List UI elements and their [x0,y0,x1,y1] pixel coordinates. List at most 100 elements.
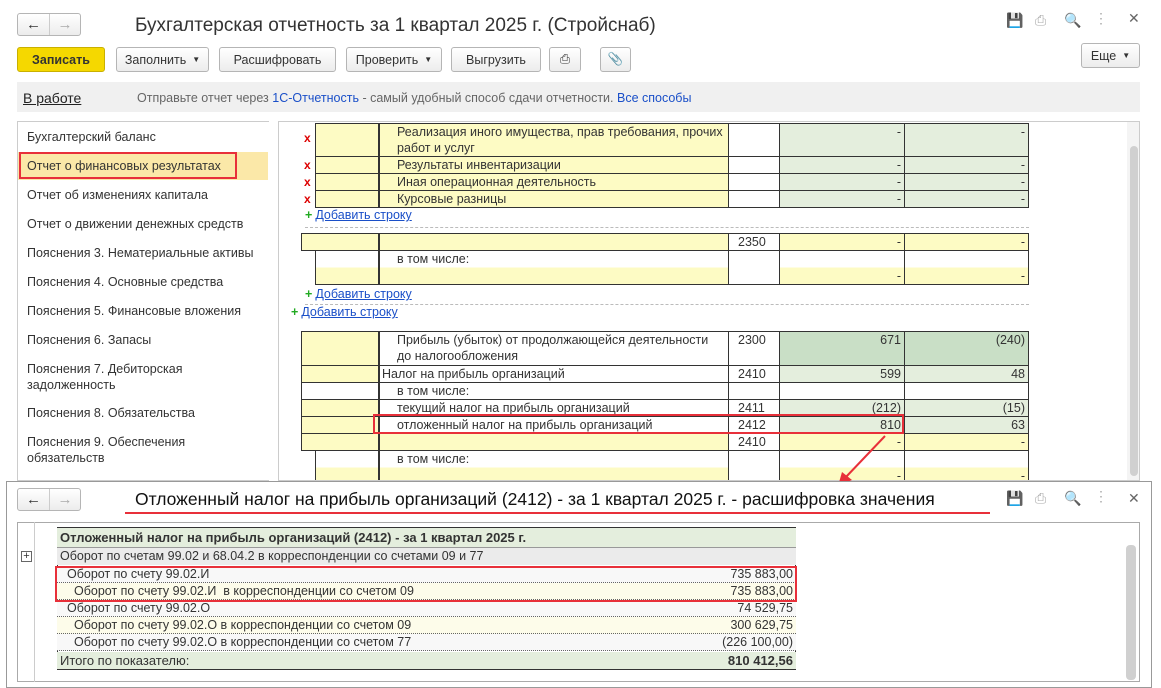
sidebar-item[interactable]: Пояснения 5. Финансовые вложения [27,304,242,318]
row-value-current[interactable]: 671 [779,331,905,366]
sidebar-item[interactable]: Пояснения 6. Запасы [27,333,152,347]
info-bar [17,82,1140,112]
add-row-link[interactable]: + Добавить строку [305,208,412,222]
row-name[interactable]: Прибыль (убыток) от продолжающейся деяте… [379,331,729,366]
sidebar-item[interactable]: Пояснения 8. Обязательства [27,406,195,420]
row-indicator-cell [301,382,379,400]
row-value-current[interactable]: 810 [779,416,905,434]
sidebar-item[interactable]: Отчет о финансовых результатах [18,152,268,180]
back-button[interactable]: ← [26,491,41,508]
print-icon[interactable]: ⎙ [1035,12,1047,28]
scrollbar-thumb[interactable] [1130,146,1138,476]
more-button[interactable]: Еще ▼ [1081,43,1140,68]
row-name[interactable]: Курсовые разницы [379,190,729,208]
row-value-current[interactable]: - [779,156,905,174]
row-value-previous[interactable]: - [904,190,1029,208]
delete-row-icon[interactable]: x [304,192,311,206]
detail-group[interactable]: Оборот по счетам 99.02 и 68.04.2 в корре… [57,548,796,565]
row-value-previous[interactable]: - [904,156,1029,174]
detail-line[interactable]: Оборот по счету 99.02.О в корреспонденци… [57,617,796,634]
row-name[interactable]: Налог на прибыль организаций [379,365,729,383]
add-row-link[interactable]: + Добавить строку [305,287,412,301]
save-icon[interactable]: 💾 [1006,490,1024,506]
row-indicator-cell [315,123,379,157]
detail-line[interactable]: Оборот по счету 99.02.И в корреспонденци… [57,583,796,600]
row-name[interactable]: в том числе: [379,382,729,400]
row-value-current[interactable]: 599 [779,365,905,383]
delete-row-icon[interactable]: x [304,158,311,172]
print-icon[interactable]: ⎙ [1035,490,1047,506]
sidebar-item[interactable]: Пояснения 3. Нематериальные активы [27,246,254,260]
detail-line[interactable]: Оборот по счету 99.02.И 735 883,00 [57,566,796,583]
add-row-link[interactable]: + Добавить строку [291,305,398,319]
more-icon[interactable]: ⋮ [1094,488,1108,504]
attach-button[interactable]: 📎 [600,47,631,72]
row-name[interactable]: Результаты инвентаризации [379,156,729,174]
sidebar-item[interactable]: Отчет об изменениях капитала [27,188,208,202]
row-value-current[interactable]: - [779,173,905,191]
print-button[interactable]: ⎙ [549,47,581,72]
row-name[interactable]: текущий налог на прибыль организаций [379,399,729,417]
row-value-previous[interactable]: 48 [904,365,1029,383]
row-value-current[interactable]: - [779,233,905,251]
detail-line[interactable]: Оборот по счету 99.02.О в корреспонденци… [57,634,796,651]
sidebar-item[interactable]: Отчет о движении денежных средств [27,217,244,231]
row-value-current[interactable]: (212) [779,399,905,417]
row-value-previous[interactable]: - [904,250,1029,285]
row-value-current[interactable]: - [779,190,905,208]
delete-row-icon[interactable]: x [304,131,311,145]
expand-icon[interactable]: + [21,551,32,562]
report-area: x Реализация иного имущества, прав требов… [278,121,1140,481]
preview-icon[interactable]: 🔍 [1064,490,1082,506]
row-name[interactable]: в том числе: [379,250,729,285]
all-methods-link[interactable]: Все способы [616,91,692,105]
row-name[interactable]: в том числе: [379,450,729,480]
row-value-current[interactable]: - [779,250,905,285]
row-value-previous[interactable] [904,382,1029,400]
row-code [728,250,780,285]
row-value-current[interactable]: - [779,123,905,157]
delete-row-icon[interactable]: x [304,175,311,189]
1c-reporting-link[interactable]: 1С-Отчетность [272,91,359,105]
scrollbar[interactable] [1127,122,1139,480]
row-value-previous[interactable]: - [904,173,1029,191]
export-button[interactable]: Выгрузить [451,47,541,72]
info-text-2: - самый удобный способ сдачи отчетности. [358,91,617,105]
save-icon[interactable]: 💾 [1006,12,1024,28]
more-label: Еще [1090,48,1117,63]
close-icon[interactable]: ✕ [1128,490,1140,506]
detail-line[interactable]: Оборот по счету 99.02.О 74 529,75 [57,600,796,617]
row-name[interactable]: Реализация иного имущества, прав требова… [379,123,729,157]
forward-button[interactable]: → [49,14,80,35]
sidebar-item[interactable]: Пояснения 7. Дебиторская задолженность [27,362,183,392]
row-value-previous[interactable]: - [904,123,1029,157]
scrollbar-thumb[interactable] [1126,545,1136,680]
preview-icon[interactable]: 🔍 [1064,12,1082,28]
sidebar-item[interactable]: Пояснения 4. Основные средства [27,275,224,289]
forward-button[interactable]: → [49,489,80,510]
row-value-previous[interactable]: 63 [904,416,1029,434]
decode-button[interactable]: Расшифровать [219,47,336,72]
row-value-previous[interactable]: (240) [904,331,1029,366]
check-button[interactable]: Проверить ▼ [346,47,442,72]
row-value-previous[interactable]: - [904,233,1029,251]
fill-button[interactable]: Заполнить ▼ [116,47,209,72]
printer-icon: ⎙ [559,52,570,66]
row-value-previous[interactable]: - [904,433,1029,451]
row-indicator-cell [315,250,379,285]
row-value-previous[interactable]: (15) [904,399,1029,417]
more-icon[interactable]: ⋮ [1094,10,1108,26]
sidebar-item[interactable]: Пояснения 9. Обеспечения обязательств [27,435,186,465]
sidebar: Бухгалтерский баланс Отчет о финансовых р… [17,121,269,481]
row-name[interactable] [379,233,729,251]
row-name[interactable]: Иная операционная деятельность [379,173,729,191]
row-name[interactable] [379,433,729,451]
row-value-current[interactable] [779,382,905,400]
save-button[interactable]: Записать [17,47,105,72]
total-row: Итого по показателю: 810 412,56 [57,652,796,669]
close-icon[interactable]: ✕ [1128,10,1140,26]
row-value-previous[interactable]: - [904,450,1029,480]
sidebar-item[interactable]: Бухгалтерский баланс [27,130,156,144]
status-link[interactable]: В работе [23,90,82,106]
back-button[interactable]: ← [26,16,41,33]
